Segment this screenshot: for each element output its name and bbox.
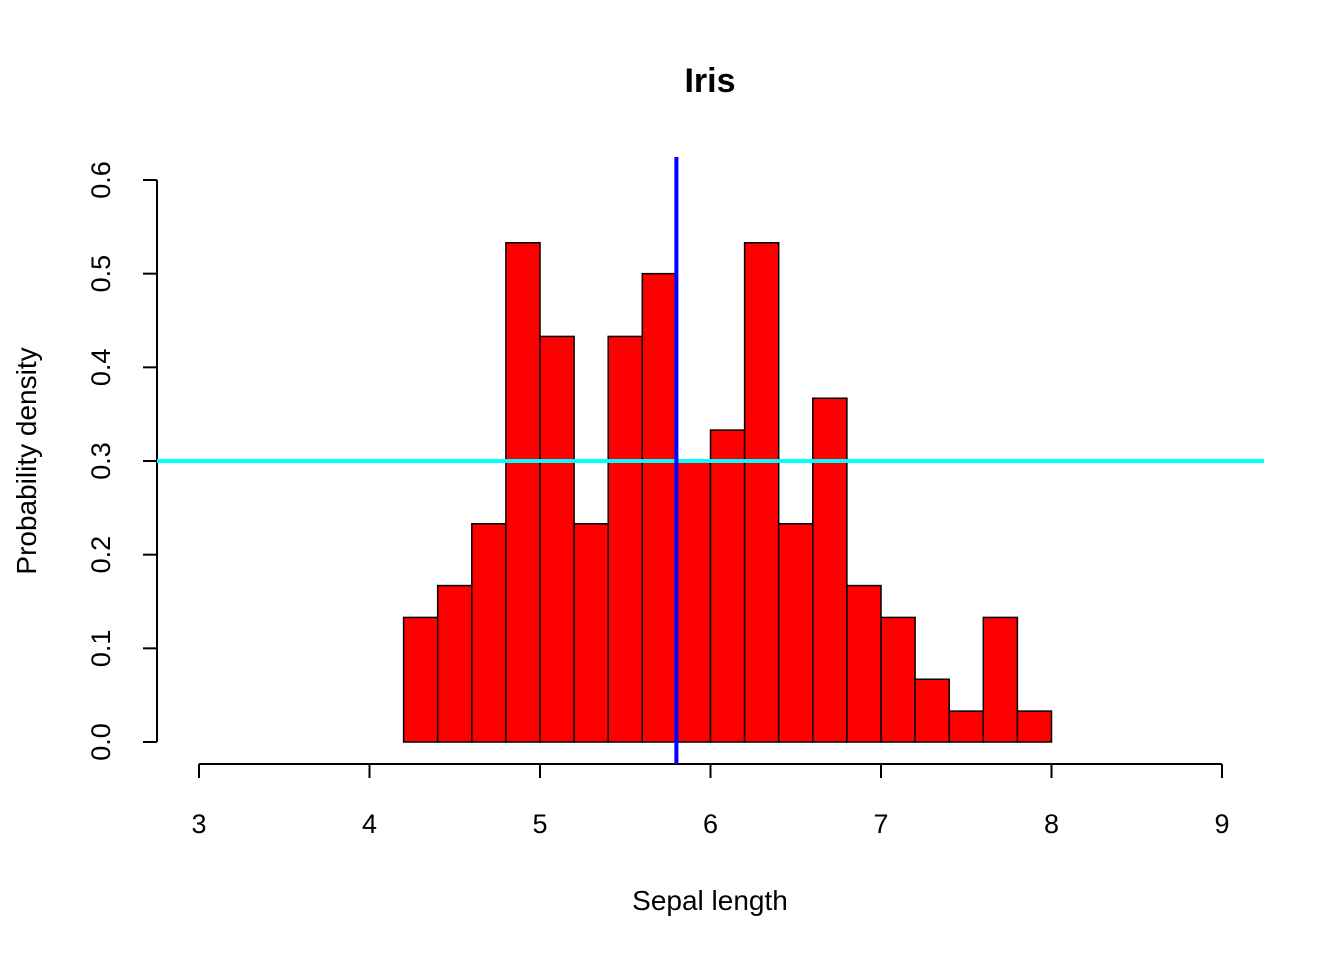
x-axis: 3 4 5 6 7 8 9 [191,763,1230,839]
y-axis-label: Probability density [11,347,42,574]
histogram-bar-2 [471,523,507,743]
histogram-bar-5 [573,523,609,743]
y-tick-label-5: 0.5 [86,255,116,293]
histogram-bar-0 [402,616,439,743]
histogram-bar-8 [675,460,712,743]
histogram-bar-18 [1016,710,1053,743]
histogram-bar-3 [505,242,541,743]
y-tick-label-3: 0.3 [86,442,116,480]
histogram-bar-14 [880,616,916,743]
x-tick-label-3: 6 [703,809,718,839]
chart-title: Iris [684,62,735,100]
histogram-bar-9 [709,429,746,743]
histogram-bars [402,242,1053,743]
x-tick-label-2: 5 [532,809,547,839]
histogram-bar-6 [607,335,644,743]
histogram-bar-15 [914,678,950,743]
y-tick-label-2: 0.2 [86,536,116,574]
histogram-bar-13 [846,584,882,743]
histogram-bar-1 [436,584,473,743]
histogram-bar-12 [812,397,848,743]
histogram-bar-7 [641,272,678,743]
x-axis-label: Sepal length [632,885,788,916]
histogram-bar-17 [982,616,1019,743]
y-tick-label-4: 0.4 [86,349,116,387]
x-tick-label-4: 7 [873,809,888,839]
x-tick-label-6: 9 [1214,809,1229,839]
histogram-bar-10 [743,242,780,743]
x-tick-label-1: 4 [362,809,377,839]
y-axis: 0.0 0.1 0.2 0.3 0.4 0.5 0.6 [86,161,158,761]
reference-lines [157,157,1264,764]
y-tick-label-1: 0.1 [86,630,116,668]
y-tick-label-6: 0.6 [86,161,116,199]
y-tick-label-0: 0.0 [86,723,116,761]
x-tick-label-5: 8 [1044,809,1059,839]
x-tick-label-0: 3 [191,809,206,839]
histogram-bar-16 [948,710,985,743]
histogram-bar-11 [777,523,814,743]
histogram-bar-4 [539,335,575,743]
